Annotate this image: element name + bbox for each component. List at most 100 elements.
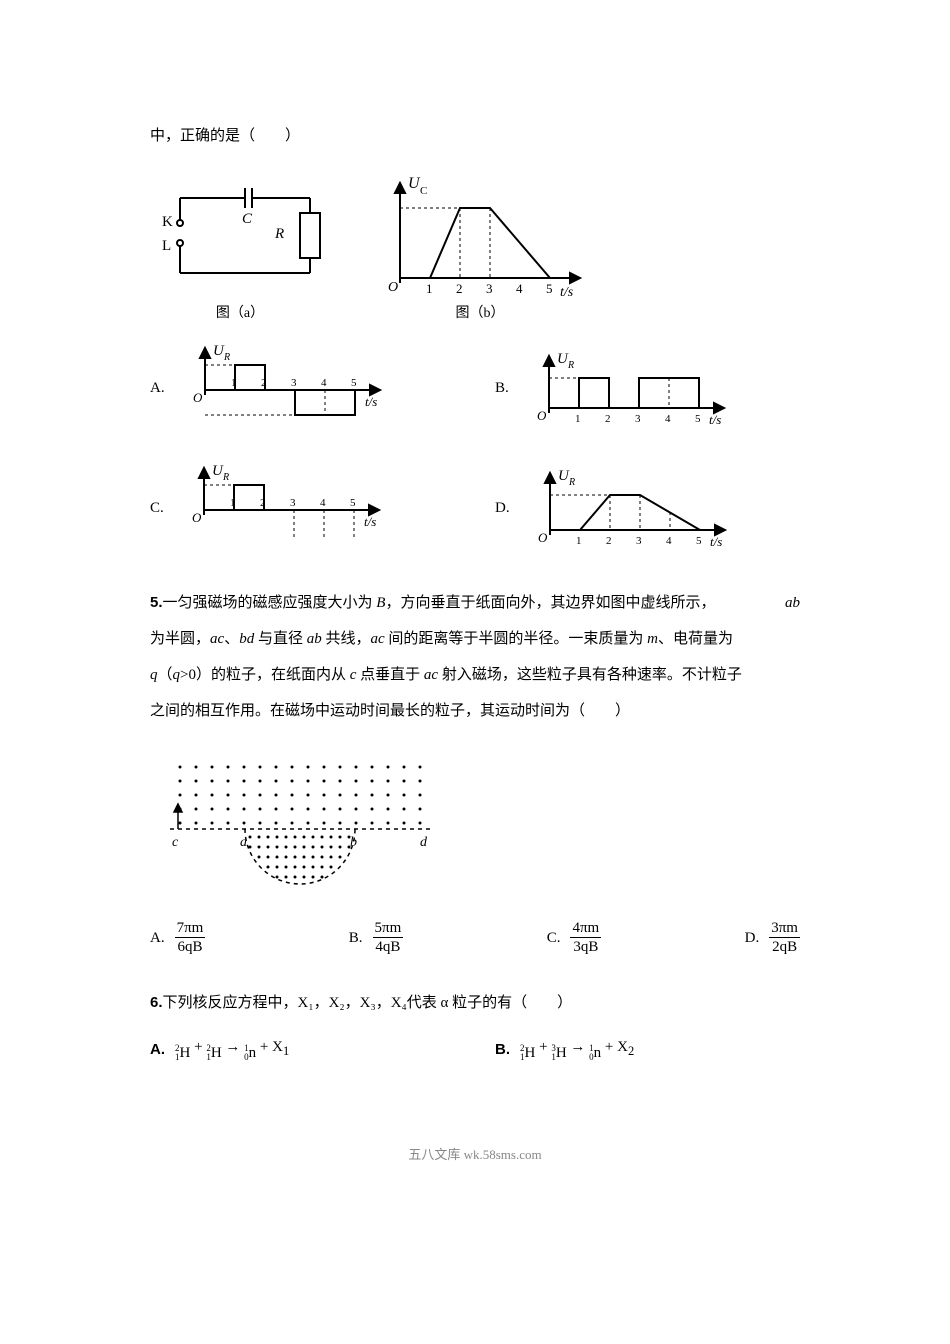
- q5-diagram: c a b d: [150, 749, 800, 899]
- fig-a-caption: 图（a）: [216, 303, 264, 325]
- option-letter: C.: [150, 496, 164, 520]
- svg-text:3: 3: [290, 497, 296, 509]
- svg-text:t/s: t/s: [709, 412, 721, 427]
- svg-text:2: 2: [605, 413, 611, 425]
- nuclear-equation: 21H + 31H → 10n + X2: [520, 1035, 634, 1065]
- svg-text:2: 2: [260, 497, 266, 509]
- svg-text:2: 2: [261, 377, 267, 389]
- option-letter: A.: [150, 1038, 165, 1062]
- q4-figures: K L C R 图（a）: [150, 168, 800, 325]
- q6-option-b: B. 21H + 31H → 10n + X2: [495, 1035, 800, 1065]
- svg-text:O: O: [537, 408, 547, 423]
- svg-text:4: 4: [320, 497, 326, 509]
- q6-options: A. 21H + 21H → 10n + X1 B. 21H + 31H → 1…: [150, 1035, 800, 1065]
- option-letter: D.: [495, 496, 510, 520]
- svg-text:1: 1: [575, 413, 581, 425]
- svg-text:1: 1: [576, 535, 582, 547]
- svg-text:3: 3: [291, 377, 297, 389]
- svg-text:O: O: [193, 390, 203, 405]
- label-c-point: c: [172, 835, 179, 850]
- q4-option-d: D. U R O: [495, 460, 800, 555]
- ur-graph-d-icon: U R O 1 2 3 4 5 t/s: [525, 465, 735, 550]
- label-d-point: d: [420, 835, 428, 850]
- magnetic-field-diagram-icon: c a b d: [150, 749, 450, 899]
- ur-graph-a-icon: U R O 1 2 3 4 5 t/s: [180, 340, 390, 435]
- fraction: 7πm 6qB: [175, 919, 206, 956]
- q6-stem: 6.下列核反应方程中，X₁，X₂，X₃，X₄代表 α 粒子的有（ ）: [150, 986, 800, 1020]
- option-letter: B.: [495, 376, 509, 400]
- q6-number: 6.: [150, 994, 163, 1011]
- q4-stem-tail: 中，正确的是（ ）: [150, 120, 800, 153]
- q5-option-c: C. 4πm 3qB: [547, 919, 602, 956]
- label-r: R: [274, 226, 284, 242]
- svg-text:R: R: [223, 352, 230, 363]
- svg-text:3: 3: [486, 281, 493, 296]
- svg-text:O: O: [192, 510, 202, 525]
- q5-option-a: A. 7πm 6qB: [150, 919, 205, 956]
- option-letter: A.: [150, 926, 165, 950]
- svg-text:5: 5: [351, 377, 357, 389]
- svg-text:4: 4: [321, 377, 327, 389]
- q5-right-label: ab: [785, 585, 800, 621]
- question-6: 6.下列核反应方程中，X₁，X₂，X₃，X₄代表 α 粒子的有（ ） A. 21…: [150, 986, 800, 1065]
- svg-text:3: 3: [635, 413, 641, 425]
- label-a-point: a: [240, 835, 247, 850]
- svg-text:5: 5: [546, 281, 553, 296]
- svg-text:4: 4: [666, 535, 672, 547]
- q4-option-b: B. U R O 1 2 3: [495, 340, 800, 435]
- q4-options: A. U R O: [150, 340, 800, 555]
- question-4: 中，正确的是（ ） K L: [150, 120, 800, 555]
- question-5: ab 5.一匀强磁场的磁感应强度大小为 B，方向垂直于纸面向外，其边界如图中虚线…: [150, 585, 800, 956]
- svg-text:R: R: [568, 477, 575, 488]
- label-c: C: [242, 211, 253, 227]
- fraction: 3πm 2qB: [769, 919, 800, 956]
- svg-text:t/s: t/s: [560, 285, 574, 298]
- q4-option-c: C. U R: [150, 460, 455, 555]
- q4-figure-b: U C O 1 2 3 4 5 t/s 图（b）: [370, 168, 590, 325]
- q5-stem: ab 5.一匀强磁场的磁感应强度大小为 B，方向垂直于纸面向外，其边界如图中虚线…: [150, 585, 800, 729]
- q5-line3: q（q>0）的粒子，在纸面内从 c 点垂直于 ac 射入磁场，这些粒子具有各种速…: [150, 667, 742, 683]
- svg-text:1: 1: [230, 497, 236, 509]
- svg-text:3: 3: [636, 535, 642, 547]
- svg-text:5: 5: [350, 497, 356, 509]
- fig-b-caption: 图（b）: [456, 303, 505, 325]
- svg-text:t/s: t/s: [710, 534, 722, 549]
- svg-text:1: 1: [231, 377, 237, 389]
- q5-options: A. 7πm 6qB B. 5πm 4qB C. 4πm 3qB D. 3πm: [150, 919, 800, 956]
- svg-text:2: 2: [456, 281, 463, 296]
- ur-graph-b-icon: U R O 1 2 3 4 5 t/s: [524, 348, 734, 428]
- svg-text:4: 4: [665, 413, 671, 425]
- svg-text:R: R: [567, 360, 574, 371]
- footer-text: 五八文库 wk.58sms.com: [150, 1145, 800, 1166]
- option-letter: A.: [150, 376, 165, 400]
- svg-text:5: 5: [695, 413, 701, 425]
- svg-text:C: C: [420, 185, 427, 197]
- q4-option-a: A. U R O: [150, 340, 455, 435]
- q5-line1: 一匀强磁场的磁感应强度大小为 B，方向垂直于纸面向外，其边界如图中虚线所示，: [163, 595, 716, 611]
- svg-text:t/s: t/s: [365, 394, 377, 409]
- svg-text:O: O: [388, 280, 398, 295]
- svg-text:2: 2: [606, 535, 612, 547]
- ur-graph-c-icon: U R O 1 2 3 4 5 t/s: [179, 460, 389, 555]
- q5-line4: 之间的相互作用。在磁场中运动时间最长的粒子，其运动时间为（ ）: [150, 703, 630, 719]
- option-letter: D.: [745, 926, 760, 950]
- uc-graph-icon: U C O 1 2 3 4 5 t/s: [370, 168, 590, 298]
- fraction: 4πm 3qB: [570, 919, 601, 956]
- label-k: K: [162, 214, 173, 230]
- q6-text: 下列核反应方程中，X₁，X₂，X₃，X₄代表 α 粒子的有（ ）: [163, 995, 573, 1011]
- option-letter: B.: [495, 1038, 510, 1062]
- svg-text:O: O: [538, 530, 548, 545]
- q6-option-a: A. 21H + 21H → 10n + X1: [150, 1035, 455, 1065]
- svg-text:1: 1: [426, 281, 433, 296]
- label-b-point: b: [350, 835, 357, 850]
- fraction: 5πm 4qB: [373, 919, 404, 956]
- option-letter: B.: [349, 926, 363, 950]
- label-l: L: [162, 238, 171, 254]
- q5-option-b: B. 5πm 4qB: [349, 919, 404, 956]
- q5-option-d: D. 3πm 2qB: [745, 919, 800, 956]
- option-letter: C.: [547, 926, 561, 950]
- q5-line2: 为半圆，ac、bd 与直径 ab 共线，ac 间的距离等于半圆的半径。一束质量为…: [150, 631, 733, 647]
- svg-text:R: R: [222, 472, 229, 483]
- nuclear-equation: 21H + 21H → 10n + X1: [175, 1035, 289, 1065]
- circuit-diagram-icon: K L C R: [150, 168, 330, 298]
